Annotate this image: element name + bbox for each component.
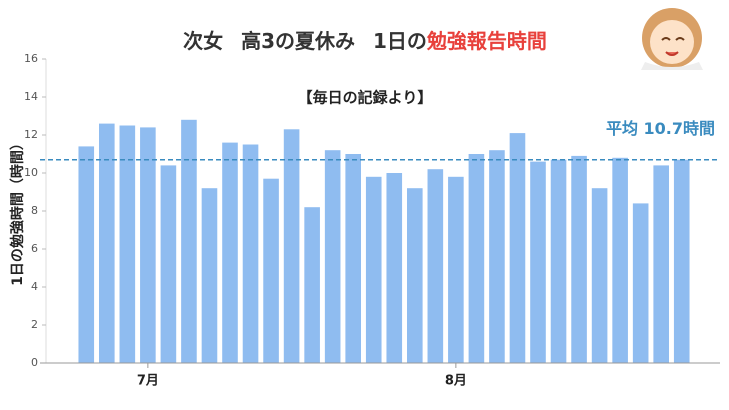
title-part: 次女 (183, 29, 223, 53)
bar (283, 129, 300, 363)
y-tick-label: 10 (24, 166, 38, 179)
chart-subtitle: 【毎日の記録より】 (298, 89, 433, 107)
bar (406, 188, 423, 363)
bar (263, 178, 279, 363)
bar (304, 207, 320, 363)
bar (632, 203, 649, 363)
chart-title: 次女 高3の夏休み 1日の勉強報告時間 (183, 29, 547, 53)
y-tick-label: 16 (24, 52, 38, 65)
bar (242, 144, 259, 363)
y-tick-label: 12 (24, 128, 38, 141)
y-tick-label: 14 (24, 90, 38, 103)
y-tick-label: 6 (31, 242, 38, 255)
title-part: 勉強報告時間 (426, 29, 547, 53)
bar (160, 165, 177, 363)
y-tick-label: 2 (31, 318, 38, 331)
bar (427, 169, 444, 363)
bar (550, 159, 567, 363)
bar (571, 155, 587, 363)
bar (612, 157, 628, 363)
y-tick-label: 4 (31, 280, 38, 293)
bar (448, 176, 464, 363)
y-tick-label: 0 (31, 356, 38, 369)
y-tick-label: 8 (31, 204, 38, 217)
bar (222, 142, 238, 363)
bar (673, 159, 690, 363)
bar (653, 165, 670, 363)
bar (386, 173, 403, 363)
bar (530, 161, 546, 363)
bar (119, 125, 136, 363)
bar (591, 188, 608, 363)
bar (489, 150, 505, 363)
average-label: 平均 10.7時間 (606, 119, 715, 138)
bar (324, 150, 341, 363)
title-part: 高3の夏休み (241, 29, 355, 53)
bar (98, 123, 115, 363)
bar (201, 188, 218, 363)
bar (78, 146, 95, 363)
y-axis-label: 1日の勉強時間（時間） (9, 136, 26, 286)
x-tick-label: 8月 (445, 374, 467, 389)
bar (468, 154, 485, 363)
bar (181, 119, 197, 363)
bar (365, 176, 382, 363)
bar (140, 127, 156, 364)
bar (509, 133, 526, 363)
bar (345, 154, 362, 363)
title-part: 1日の (373, 29, 427, 53)
x-tick-label: 7月 (137, 374, 159, 389)
mascot (641, 8, 703, 70)
